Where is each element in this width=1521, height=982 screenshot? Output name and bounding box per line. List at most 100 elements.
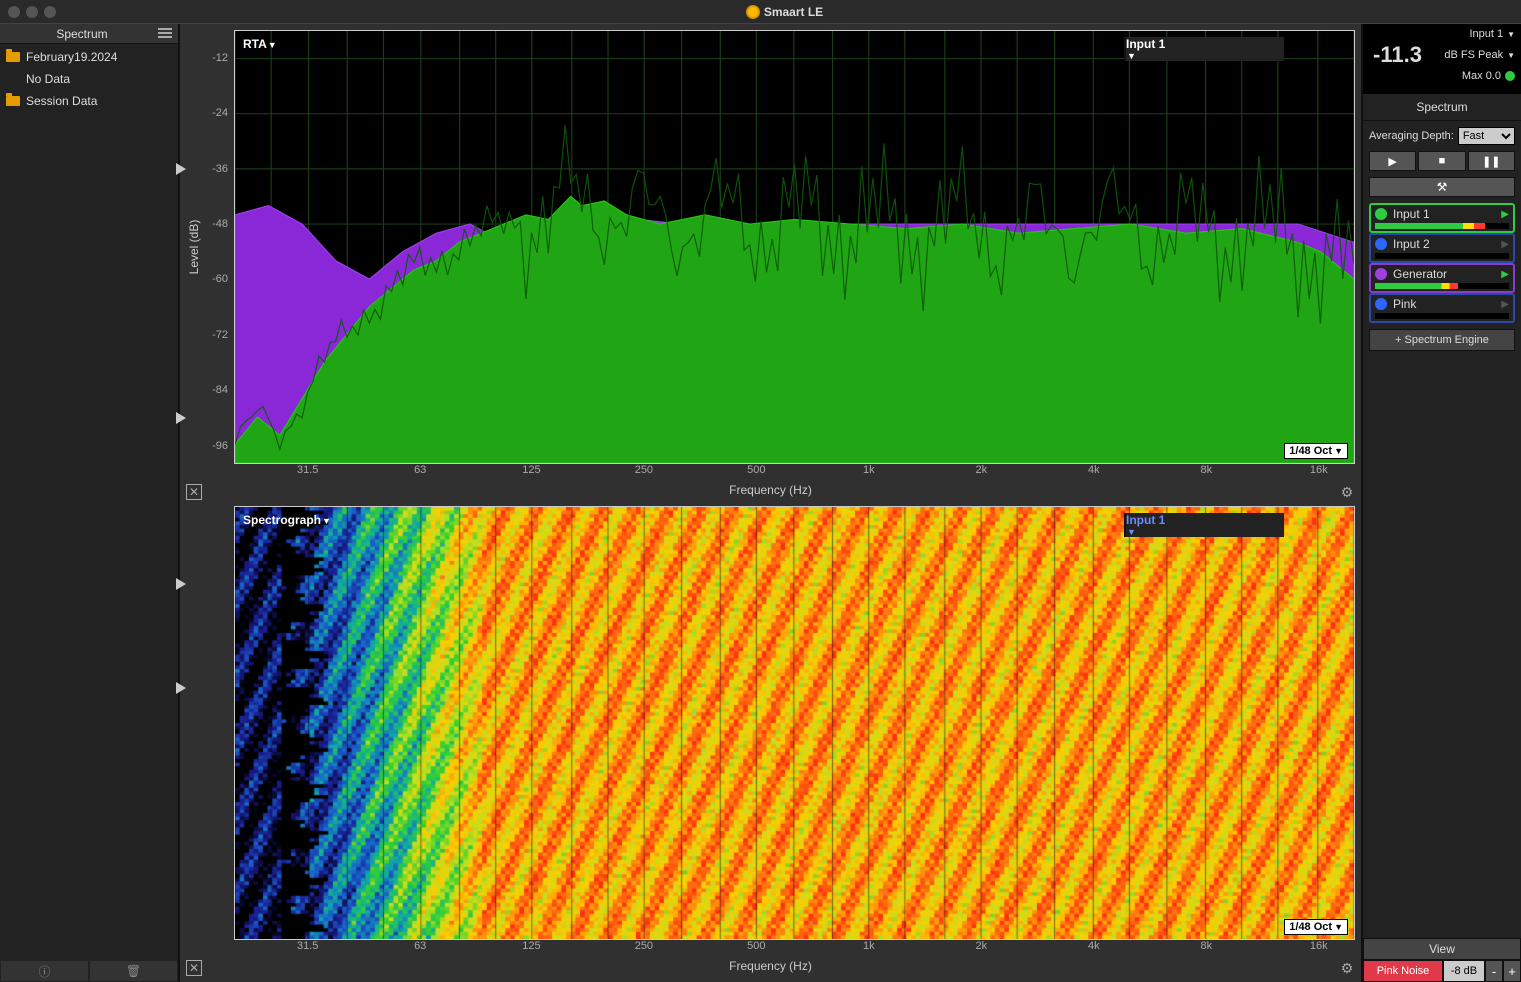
pink-noise-minus-button[interactable]: -	[1485, 960, 1503, 982]
ytick: -72	[212, 329, 228, 341]
spectro-xticks: 31.5631252505001k2k4k8k16k	[234, 940, 1355, 956]
channel-play-icon[interactable]: ▶	[1501, 269, 1509, 280]
xtick: 8k	[1200, 464, 1212, 476]
channel-label: Generator	[1393, 267, 1447, 281]
tree-item[interactable]: February19.2024	[0, 46, 178, 68]
rta-oct-badge[interactable]: 1/48 Oct	[1284, 443, 1348, 459]
tools-button[interactable]: ⚒	[1369, 177, 1515, 197]
status-dot-icon	[1505, 71, 1515, 81]
meter-max: Max 0.0	[1462, 70, 1515, 82]
spectro-title[interactable]: Spectrograph▼	[243, 513, 331, 527]
hamburger-icon[interactable]	[158, 28, 172, 40]
spectro-yaxis	[186, 506, 234, 940]
rta-yaxis: Level (dB) -12-24-36-48-60-72-84-96	[186, 30, 234, 464]
ytick: -48	[212, 218, 228, 230]
rta-xlabel-row: ✕ Frequency (Hz) ⚙	[186, 480, 1355, 500]
pink-noise-plus-button[interactable]: +	[1503, 960, 1521, 982]
spectro-oct-badge[interactable]: 1/48 Oct	[1284, 919, 1348, 935]
channel-pink[interactable]: Pink ▶	[1369, 293, 1515, 323]
tools-icon: ⚒	[1437, 180, 1448, 194]
close-panel-icon[interactable]: ✕	[186, 484, 202, 500]
info-button[interactable]: ⓘ	[0, 960, 89, 982]
meter-unit[interactable]: dB FS Peak	[1444, 49, 1503, 61]
app-title: Smaart LE	[56, 5, 1513, 19]
rta-source-label[interactable]: Input 1▼	[1124, 37, 1284, 61]
main-layout: Spectrum February19.2024 No Data Session…	[0, 24, 1521, 982]
ytick: -60	[212, 273, 228, 285]
rta-svg	[235, 31, 1354, 463]
minimize-icon[interactable]	[26, 6, 38, 18]
channel-generator[interactable]: Generator ▶	[1369, 263, 1515, 293]
pink-noise-db: -8 dB	[1443, 960, 1485, 982]
spectro-panel: Spectrograph▼ Input 1▼ 1/48 Oct 31.56312…	[186, 506, 1355, 976]
cursor-marker-icon[interactable]	[176, 163, 186, 175]
session-tree: February19.2024 No Data Session Data	[0, 44, 178, 960]
level-meter: Input 1▼ -11.3 dB FS Peak▼ Max 0.0	[1363, 24, 1521, 94]
tree-item[interactable]: Session Data	[0, 90, 178, 112]
xtick: 250	[635, 464, 653, 476]
app-logo-icon	[746, 5, 760, 19]
right-section-title: Spectrum	[1363, 94, 1521, 121]
channel-play-icon[interactable]: ▶	[1501, 299, 1509, 310]
xtick: 63	[414, 940, 426, 952]
rta-chart[interactable]: RTA▼ Input 1▼ 1/48 Oct	[234, 30, 1355, 464]
rta-panel: Level (dB) -12-24-36-48-60-72-84-96 RTA▼…	[186, 30, 1355, 500]
close-icon[interactable]	[8, 6, 20, 18]
pink-noise-row: Pink Noise -8 dB - +	[1363, 960, 1521, 982]
ytick: -84	[212, 384, 228, 396]
channel-input-1[interactable]: Input 1 ▶	[1369, 203, 1515, 233]
gear-icon[interactable]: ⚙	[1339, 484, 1355, 500]
xtick: 1k	[863, 940, 875, 952]
pause-button[interactable]: ❚❚	[1468, 151, 1515, 171]
window-controls	[8, 6, 56, 18]
spectro-source-label[interactable]: Input 1▼	[1124, 513, 1284, 537]
channel-label: Pink	[1393, 297, 1416, 311]
tree-item-label: Session Data	[26, 94, 97, 108]
averaging-select[interactable]: Fast	[1458, 127, 1515, 145]
channel-color-icon	[1375, 208, 1387, 220]
stop-button[interactable]: ■	[1418, 151, 1465, 171]
tree-item-label: February19.2024	[26, 50, 117, 64]
xtick: 16k	[1310, 940, 1328, 952]
ytick: -24	[212, 107, 228, 119]
play-button[interactable]: ▶	[1369, 151, 1416, 171]
right-footer: View Pink Noise -8 dB - +	[1363, 938, 1521, 982]
meter-value: -11.3	[1369, 42, 1422, 68]
xtick: 1k	[863, 464, 875, 476]
spectro-xlabel-row: ✕ Frequency (Hz) ⚙	[186, 956, 1355, 976]
pink-noise-button[interactable]: Pink Noise	[1363, 960, 1443, 982]
cursor-marker-icon[interactable]	[176, 682, 186, 694]
view-button[interactable]: View	[1363, 938, 1521, 960]
xtick: 2k	[976, 464, 988, 476]
spectro-canvas	[235, 507, 1354, 939]
trash-icon: 🗑	[126, 964, 141, 978]
channel-input-2[interactable]: Input 2 ▶	[1369, 233, 1515, 263]
rta-xticks: 31.5631252505001k2k4k8k16k	[234, 464, 1355, 480]
tree-item[interactable]: No Data	[0, 68, 178, 90]
add-spectrum-engine-button[interactable]: + Spectrum Engine	[1369, 329, 1515, 351]
maximize-icon[interactable]	[44, 6, 56, 18]
channel-color-icon	[1375, 238, 1387, 250]
meter-input-select[interactable]: Input 1▼	[1469, 28, 1515, 40]
channel-meter	[1375, 223, 1509, 229]
xtick: 31.5	[297, 940, 318, 952]
cursor-marker-icon[interactable]	[176, 578, 186, 590]
xtick: 63	[414, 464, 426, 476]
folder-icon	[6, 96, 20, 106]
averaging-row: Averaging Depth: Fast	[1369, 127, 1515, 145]
trash-button[interactable]: 🗑	[89, 960, 178, 982]
spectro-chart[interactable]: Spectrograph▼ Input 1▼ 1/48 Oct	[234, 506, 1355, 940]
averaging-label: Averaging Depth:	[1369, 130, 1454, 142]
channel-play-icon[interactable]: ▶	[1501, 239, 1509, 250]
rta-plot-area: Level (dB) -12-24-36-48-60-72-84-96 RTA▼…	[186, 30, 1355, 464]
xtick: 8k	[1200, 940, 1212, 952]
channel-play-icon[interactable]: ▶	[1501, 209, 1509, 220]
cursor-marker-icon[interactable]	[176, 412, 186, 424]
center-panel: Level (dB) -12-24-36-48-60-72-84-96 RTA▼…	[180, 24, 1361, 982]
ytick: -36	[212, 163, 228, 175]
rta-title[interactable]: RTA▼	[243, 37, 277, 51]
gear-icon[interactable]: ⚙	[1339, 960, 1355, 976]
xtick: 500	[747, 940, 765, 952]
info-icon: ⓘ	[38, 963, 50, 980]
close-panel-icon[interactable]: ✕	[186, 960, 202, 976]
